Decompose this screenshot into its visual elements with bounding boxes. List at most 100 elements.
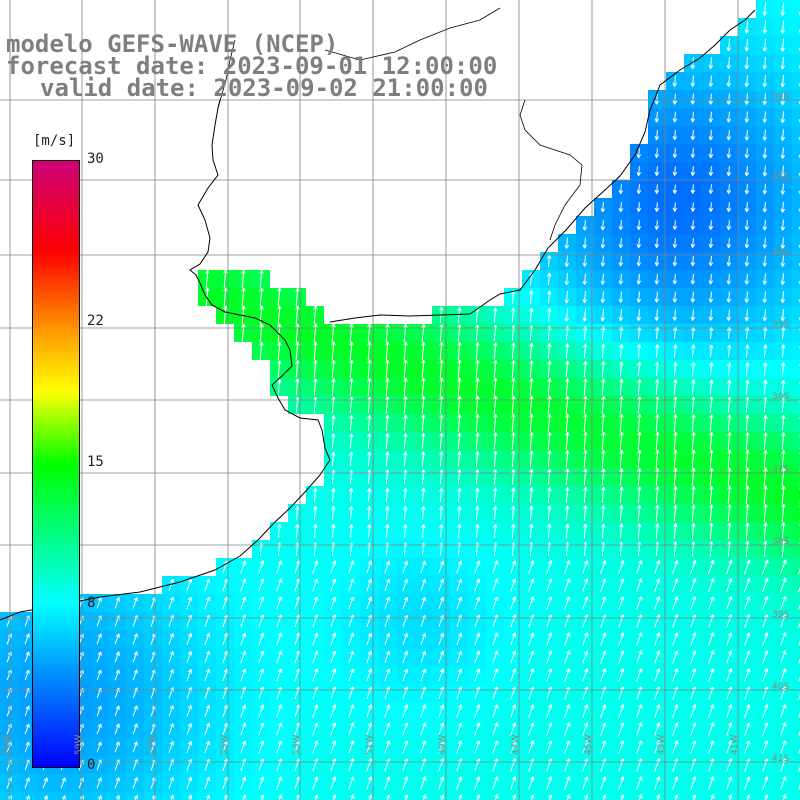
wind-vector-arrow <box>204 650 211 664</box>
wind-vector-arrow <box>672 291 678 303</box>
wind-vector-arrow <box>655 379 660 395</box>
wind-vector-arrow <box>691 485 696 504</box>
wind-vector-arrow <box>439 524 444 538</box>
wind-vector-arrow <box>133 794 139 800</box>
wind-vector-arrow <box>744 75 750 88</box>
wind-vector-arrow <box>726 129 732 141</box>
wind-vector-arrow <box>564 255 570 267</box>
wind-vector-arrow <box>330 704 337 718</box>
wind-vector-arrow <box>511 360 516 378</box>
wind-vector-arrow <box>186 668 193 681</box>
wind-vector-arrow <box>168 651 175 663</box>
wind-vector-arrow <box>744 184 750 195</box>
wind-vector-arrow <box>618 184 624 195</box>
wind-vector-arrow <box>547 308 552 322</box>
wind-vector-arrow <box>708 722 715 736</box>
wind-vector-arrow <box>726 650 733 664</box>
wind-vector-arrow <box>474 578 481 592</box>
wind-vector-arrow <box>420 632 427 645</box>
wind-speed-cell <box>522 792 540 800</box>
wind-vector-arrow <box>546 272 552 286</box>
wind-vector-arrow <box>456 740 463 754</box>
wind-vector-arrow <box>636 560 643 574</box>
wind-vector-arrow <box>96 633 102 645</box>
wind-vector-arrow <box>619 413 624 432</box>
wind-vector-arrow <box>204 704 211 717</box>
wind-vector-arrow <box>708 57 714 70</box>
wind-vector-arrow <box>456 668 463 682</box>
wind-vector-arrow <box>402 776 409 790</box>
wind-vector-arrow <box>546 632 553 646</box>
wind-vector-arrow <box>168 723 175 735</box>
wind-vector-arrow <box>511 432 516 450</box>
wind-vector-arrow <box>582 308 587 322</box>
wind-vector-arrow <box>403 524 408 538</box>
wind-vector-arrow <box>637 361 642 377</box>
wind-vector-arrow <box>384 668 391 682</box>
wind-vector-arrow <box>781 485 786 505</box>
wind-speed-cell <box>720 792 738 800</box>
wind-vector-arrow <box>637 523 642 539</box>
wind-speed-cell <box>216 792 234 800</box>
wind-vector-arrow <box>420 776 427 790</box>
wind-vector-arrow <box>168 741 175 753</box>
wind-vector-arrow <box>780 255 786 267</box>
wind-vector-arrow <box>456 650 463 664</box>
wind-vector-arrow <box>312 578 319 592</box>
longitude-label: 61W <box>2 734 12 755</box>
wind-speed-cell <box>702 792 720 800</box>
colorbar <box>32 160 80 768</box>
wind-vector-arrow <box>529 290 534 304</box>
wind-vector-arrow <box>708 220 714 230</box>
wind-vector-arrow <box>528 578 535 592</box>
wind-vector-arrow <box>600 560 607 574</box>
wind-vector-arrow <box>348 668 355 682</box>
latitude-label: 32S <box>772 92 790 102</box>
wind-vector-arrow <box>439 359 444 379</box>
wind-vector-arrow <box>674 794 679 800</box>
wind-vector-arrow <box>260 794 265 800</box>
wind-vector-arrow <box>727 504 732 522</box>
colorbar-tick-label: 0 <box>87 757 96 773</box>
wind-vector-arrow <box>258 560 265 574</box>
wind-speed-cell <box>450 792 468 800</box>
wind-vector-arrow <box>798 730 800 736</box>
wind-vector-arrow <box>528 704 535 718</box>
wind-vector-arrow <box>762 255 768 267</box>
wind-vector-arrow <box>548 794 553 800</box>
wind-vector-arrow <box>259 287 264 307</box>
wind-vector-arrow <box>728 794 733 800</box>
wind-vector-arrow <box>654 256 660 267</box>
wind-vector-arrow <box>709 522 714 540</box>
wind-vector-arrow <box>654 560 661 574</box>
wind-vector-arrow <box>690 273 696 285</box>
wind-vector-arrow <box>618 291 624 303</box>
wind-vector-arrow <box>222 632 229 646</box>
wind-vector-arrow <box>582 704 589 718</box>
wind-vector-arrow <box>637 344 642 358</box>
wind-vector-arrow <box>277 323 282 343</box>
wind-vector-arrow <box>402 596 409 609</box>
wind-vector-arrow <box>366 776 373 790</box>
wind-vector-arrow <box>582 291 588 304</box>
wind-vector-arrow <box>601 431 606 451</box>
wind-vector-arrow <box>96 669 102 681</box>
wind-vector-arrow <box>763 485 768 505</box>
wind-vector-arrow <box>258 596 265 610</box>
wind-vector-arrow <box>690 256 696 267</box>
wind-vector-arrow <box>763 379 768 394</box>
wind-vector-arrow <box>258 740 265 754</box>
wind-vector-arrow <box>276 740 283 754</box>
wind-vector-arrow <box>276 632 283 646</box>
wind-vector-arrow <box>332 794 337 800</box>
wind-vector-arrow <box>797 586 800 593</box>
wind-vector-arrow <box>636 596 643 610</box>
wind-vector-arrow <box>420 740 427 754</box>
wind-vector-arrow <box>312 650 319 664</box>
wind-vector-arrow <box>438 704 445 718</box>
wind-vector-arrow <box>474 632 481 646</box>
wind-vector-arrow <box>744 740 751 754</box>
wind-speed-cell <box>288 792 306 800</box>
wind-vector-arrow <box>403 323 408 342</box>
